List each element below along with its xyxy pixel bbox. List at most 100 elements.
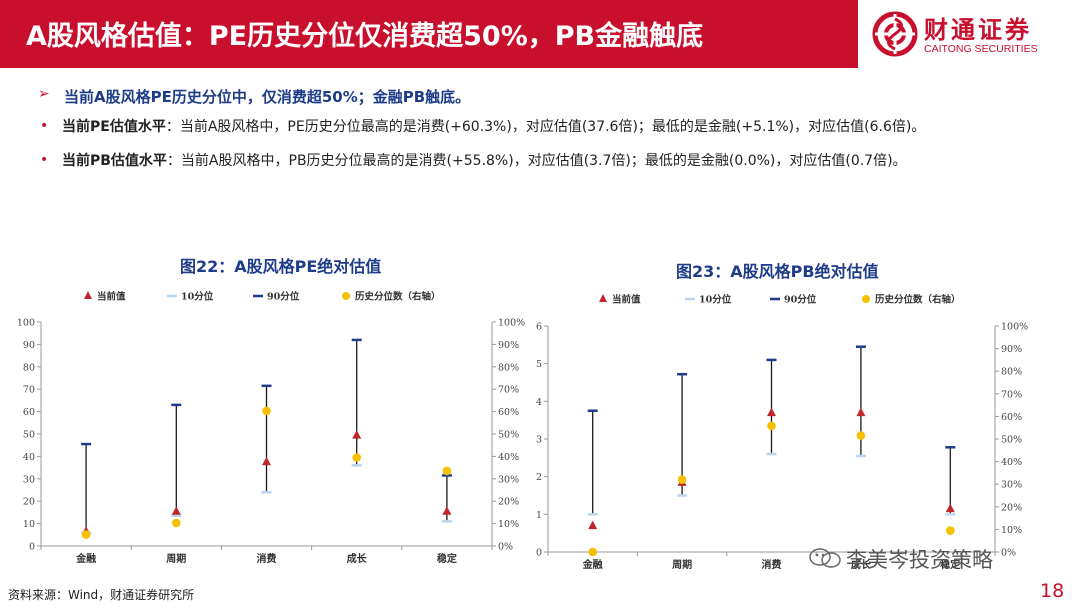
pb-bullet-label: 当前PB估值水平	[62, 153, 167, 169]
y-right-tick-label: 100%	[1001, 322, 1028, 333]
y-left-tick-label: 6	[536, 322, 542, 333]
percentile-marker	[262, 406, 271, 416]
dot-bullet-icon: •	[40, 118, 49, 134]
y-left-tick-label: 60	[23, 407, 35, 418]
logo-text-en: CAITONG SECURITIES	[924, 43, 1038, 55]
y-right-tick-label: 50%	[1001, 435, 1022, 446]
y-right-tick-label: 30%	[498, 474, 519, 485]
y-left-tick-label: 2	[536, 472, 542, 483]
legend-label: 当前值	[612, 294, 641, 306]
y-right-tick-label: 80%	[1001, 367, 1022, 378]
y-right-tick-label: 10%	[498, 519, 519, 530]
x-tick-label: 成长	[347, 552, 368, 565]
current-value-marker	[588, 520, 598, 530]
percentile-marker	[677, 475, 687, 484]
legend-label: 当前值	[97, 291, 126, 303]
current-value-marker	[945, 503, 955, 513]
main-bullet: ➢ 当前A股风格PE历史分位中，仅消费超50%；金融PB触底。	[38, 86, 1058, 116]
percentile-marker	[81, 530, 91, 539]
percentile-marker	[856, 431, 866, 440]
y-right-tick-label: 70%	[1001, 389, 1022, 400]
y-left-tick-label: 1	[536, 510, 542, 521]
y-left-tick-label: 100	[17, 318, 35, 329]
y-left-tick-label: 10	[23, 519, 35, 530]
y-right-tick-label: 50%	[498, 430, 519, 441]
percentile-marker	[588, 547, 597, 557]
y-left-tick-label: 80	[23, 362, 35, 373]
y-right-tick-label: 80%	[498, 362, 519, 373]
logo-text-cn: 财通证券	[924, 16, 1032, 44]
current-value-marker	[442, 506, 452, 515]
x-tick-label: 金融	[582, 558, 603, 571]
chart-title-pb: 图23：A股风格PB绝对估值	[676, 262, 879, 281]
legend-circle-icon	[342, 292, 350, 300]
y-left-tick-label: 20	[23, 497, 35, 508]
x-tick-label: 稳定	[437, 552, 457, 565]
y-left-tick-label: 3	[536, 435, 542, 446]
page-title: A股风格估值：PE历史分位仅消费超50%，PB金融触底	[26, 21, 704, 52]
legend-label: 历史分位数（右轴）	[875, 294, 961, 306]
percentile-marker	[172, 518, 181, 528]
y-right-tick-label: 0%	[1001, 548, 1016, 559]
y-right-tick-label: 100%	[498, 318, 525, 329]
percentile-marker	[442, 466, 452, 476]
y-right-tick-label: 0%	[498, 542, 513, 553]
y-right-tick-label: 40%	[1001, 457, 1022, 468]
percentile-marker	[767, 421, 776, 431]
page-number: 18	[1040, 580, 1065, 602]
y-right-tick-label: 60%	[1001, 412, 1022, 423]
x-tick-label: 稳定	[940, 558, 960, 571]
chart-title-pe: 图22：A股风格PE绝对估值	[180, 257, 382, 276]
x-tick-label: 周期	[672, 558, 692, 571]
legend-circle-icon	[862, 295, 870, 303]
legend-label: 10分位	[699, 294, 732, 306]
percentile-marker	[352, 453, 362, 462]
pb-valuation-chart: 01234560%10%20%30%40%50%60%70%80%90%100%…	[536, 294, 1028, 572]
pe-bullet: • 当前PE估值水平：当前A股风格中，PE历史分位最高的是消费(+60.3%)，…	[38, 116, 1058, 150]
y-left-tick-label: 4	[536, 397, 542, 408]
y-left-tick-label: 50	[23, 430, 35, 441]
x-tick-label: 消费	[762, 558, 782, 571]
source-note: 资料来源：Wind，财通证券研究所	[8, 588, 195, 602]
y-right-tick-label: 90%	[1001, 344, 1022, 355]
y-right-tick-label: 40%	[498, 452, 519, 463]
pb-bullet: • 当前PB估值水平：当前A股风格中，PB历史分位最高的是消费(+55.8%)，…	[38, 150, 1058, 184]
pe-valuation-chart: 0 10 20 30 40 50 60 70 80 90 100 0% 10% 20% 30% 40% 50% 6…	[17, 291, 525, 566]
arrow-bullet-icon: ➢	[38, 86, 50, 102]
y-left-tick-label: 70	[23, 385, 35, 396]
y-right-tick-label: 60%	[498, 407, 519, 418]
legend-label: 90分位	[267, 291, 300, 303]
main-bullet-text: 当前A股风格PE历史分位中，仅消费超50%；金融PB触底。	[64, 88, 471, 106]
pe-bullet-label: 当前PE估值水平	[62, 119, 166, 135]
dot-bullet-icon: •	[40, 152, 49, 168]
y-left-tick-label: 5	[536, 359, 542, 370]
x-tick-label: 消费	[257, 552, 277, 565]
y-right-tick-label: 30%	[1001, 480, 1022, 491]
y-right-tick-label: 20%	[498, 497, 519, 508]
legend-label: 90分位	[784, 294, 817, 306]
x-tick-label: 金融	[75, 552, 96, 565]
y-left-tick-label: 30	[23, 474, 35, 485]
y-right-tick-label: 10%	[1001, 525, 1022, 536]
pe-bullet-text: ：当前A股风格中，PE历史分位最高的是消费(+60.3%)，对应估值(37.6倍…	[165, 119, 926, 135]
logo: 财通证券 CAITONG SECURITIES	[858, 0, 1080, 68]
y-right-tick-label: 20%	[1001, 502, 1022, 513]
y-left-tick-label: 0	[536, 548, 542, 559]
legend-label: 10分位	[181, 291, 214, 303]
x-tick-label: 成长	[851, 558, 872, 571]
header-bar: A股风格估值：PE历史分位仅消费超50%，PB金融触底 财通证券 CAITONG…	[0, 0, 1080, 68]
current-value-marker	[352, 430, 362, 439]
y-left-tick-label: 0	[29, 542, 35, 553]
legend-triangle-icon	[599, 294, 607, 302]
current-value-marker	[856, 407, 866, 417]
y-right-tick-label: 90%	[498, 340, 519, 351]
y-left-tick-label: 40	[23, 452, 35, 463]
legend-triangle-icon	[84, 291, 92, 299]
wechat-icon	[809, 548, 841, 568]
y-right-tick-label: 70%	[498, 385, 519, 396]
pb-bullet-text: ：当前A股风格中，PB历史分位最高的是消费(+55.8%)，对应估值(3.7倍)…	[166, 153, 907, 169]
current-value-marker	[171, 506, 181, 515]
logo-mark-icon	[872, 11, 918, 57]
y-left-tick-label: 90	[23, 340, 35, 351]
current-value-marker	[262, 456, 271, 466]
